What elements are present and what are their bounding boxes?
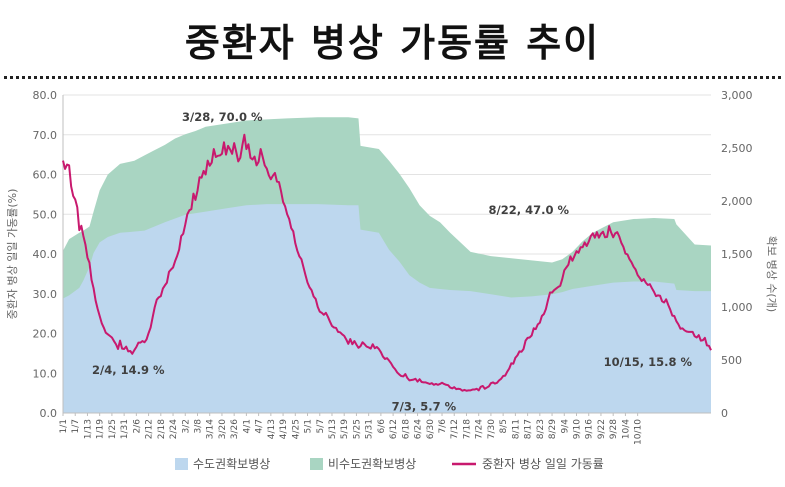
line-icu-occupancy-rate: [62, 133, 712, 392]
line-layer: [62, 133, 712, 392]
right-axis-tick-label: 0: [721, 407, 728, 420]
legend-label: 비수도권확보병상: [328, 457, 416, 471]
x-tick-label: 3/8: [193, 419, 203, 434]
data-label: 7/3, 5.7 %: [392, 399, 457, 413]
x-tick-label: 4/13: [267, 419, 277, 439]
right-axis-tick-label: 1,500: [721, 248, 753, 261]
x-tick-label: 1/31: [120, 419, 130, 439]
x-tick-label: 10/10: [634, 419, 644, 445]
left-axis-tick-label: 60.0: [33, 169, 58, 182]
x-tick-label: 3/26: [230, 419, 240, 439]
area-capital-beds: [63, 204, 711, 413]
right-axis-tick-label: 3,000: [721, 89, 753, 102]
chart-title: 중환자 병상 가동률 추이: [184, 21, 601, 65]
data-label: 2/4, 14.9 %: [92, 363, 165, 377]
x-tick-label: 1/7: [71, 419, 81, 433]
x-tick-label: 5/19: [340, 419, 350, 439]
x-tick-label: 3/20: [218, 419, 228, 439]
area-layer: [63, 117, 711, 413]
x-tick-label: 1/13: [83, 419, 93, 439]
x-tick-label: 4/19: [279, 419, 289, 439]
x-tick-label: 5/25: [352, 419, 362, 439]
legend-label: 중환자 병상 일일 가동률: [482, 457, 604, 471]
legend-swatch: [310, 458, 323, 470]
right-axis: 0 500 1,000 1,500 2,000 2,500 3,000 확보 병상 수(개): [721, 89, 778, 420]
x-tick-label: 8/17: [524, 419, 534, 439]
x-tick-label: 3/2: [181, 419, 191, 433]
plot-frame: [62, 95, 711, 414]
title-divider: [4, 76, 781, 79]
right-axis-tick-label: 2,500: [721, 142, 753, 155]
left-axis-tick-label: 50.0: [33, 208, 58, 221]
x-tick-label: 6/30: [426, 419, 436, 439]
x-tick-label: 8/23: [536, 419, 546, 439]
x-tick-label: 6/6: [377, 419, 387, 434]
right-axis-tick-label: 2,000: [721, 195, 753, 208]
x-tick-label: 4/25: [291, 419, 301, 439]
x-tick-label: 4/1: [242, 419, 252, 433]
x-tick-label: 7/6: [438, 419, 448, 434]
x-tick-label: 5/7: [316, 419, 326, 433]
x-tick-label: 2/12: [145, 419, 155, 439]
right-axis-tick-label: 1,000: [721, 301, 753, 314]
x-tick-label: 9/4: [560, 419, 570, 434]
x-tick-label: 6/18: [401, 419, 411, 439]
left-axis-tick-label: 70.0: [33, 129, 58, 142]
x-tick-label: 9/28: [609, 419, 619, 439]
legend-label: 수도권확보병상: [193, 457, 270, 471]
x-tick-label: 7/12: [450, 419, 460, 439]
x-tick-label: 5/1: [304, 419, 314, 433]
annotations: 2/4, 14.9 % 3/28, 70.0 % 7/3, 5.7 % 8/22, 4…: [92, 110, 693, 414]
left-axis-tick-label: 20.0: [33, 328, 58, 341]
x-tick-label: 7/24: [475, 419, 485, 439]
x-axis: 1/1 1/7 1/13 1/19 1/25 1/31 2/6 2/12 2/18 2/24 3/2…: [59, 413, 644, 445]
x-tick-label: 7/30: [487, 419, 497, 439]
x-tick-label: 3/14: [206, 419, 216, 439]
x-tick-label: 8/5: [499, 419, 509, 433]
left-axis-title: 중환자 병상 일일 가동률(%): [5, 189, 19, 320]
x-tick-label: 8/11: [511, 419, 521, 439]
legend-swatch: [175, 458, 188, 470]
x-tick-label: 8/29: [548, 419, 558, 439]
x-tick-label: 9/16: [585, 419, 595, 439]
x-tick-label: 6/24: [414, 419, 424, 439]
right-axis-title: 확보 병상 수(개): [765, 236, 778, 312]
data-label: 8/22, 47.0 %: [489, 203, 570, 217]
x-tick-label: 5/13: [328, 419, 338, 439]
left-axis-tick-label: 0.0: [40, 407, 58, 420]
data-label: 10/15, 15.8 %: [604, 355, 693, 369]
x-tick-label: 7/18: [462, 419, 472, 439]
x-tick-label: 9/22: [597, 419, 607, 439]
x-tick-label: 1/25: [108, 419, 118, 439]
left-axis-tick-label: 10.0: [33, 367, 58, 380]
x-tick-label: 4/7: [255, 419, 265, 433]
data-label: 3/28, 70.0 %: [182, 110, 263, 124]
x-tick-label: 2/18: [157, 419, 167, 439]
x-tick-label: 2/24: [169, 419, 179, 439]
left-axis-tick-label: 80.0: [33, 89, 58, 102]
left-axis-tick-label: 30.0: [33, 288, 58, 301]
right-axis-tick-label: 500: [721, 354, 742, 367]
x-tick-label: 5/31: [365, 419, 375, 439]
x-tick-label: 6/12: [389, 419, 399, 439]
x-tick-label: 9/10: [573, 419, 583, 439]
left-axis-tick-label: 40.0: [33, 248, 58, 261]
x-tick-label: 1/19: [96, 419, 106, 439]
left-axis: 0.0 10.0 20.0 30.0 40.0 50.0 60.0 70.0 80.0 중환자 병…: [5, 89, 57, 420]
x-tick-label: 10/4: [621, 419, 631, 439]
x-tick-label: 1/1: [59, 419, 69, 433]
x-tick-label: 2/6: [132, 419, 142, 434]
legend: 수도권확보병상 비수도권확보병상 중환자 병상 일일 가동률: [175, 457, 604, 471]
